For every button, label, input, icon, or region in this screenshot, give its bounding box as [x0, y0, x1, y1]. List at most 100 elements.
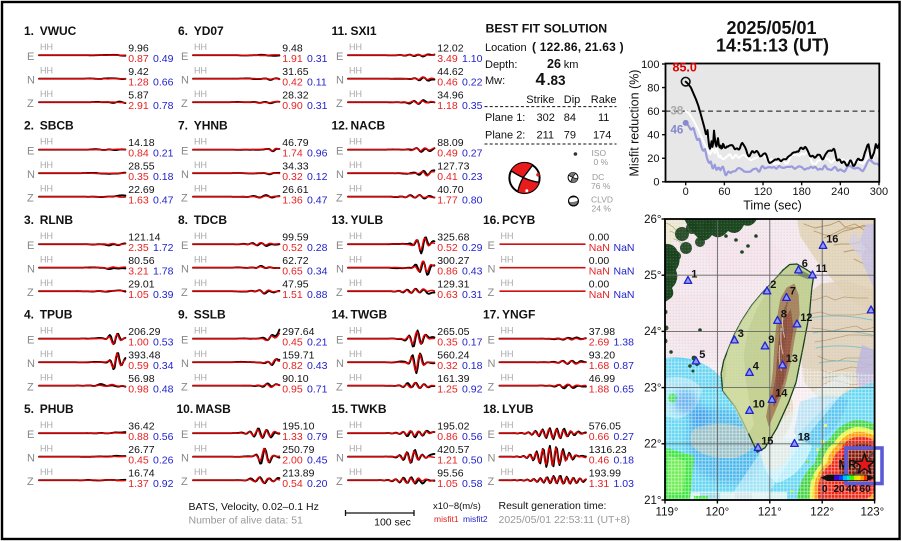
svg-text:12.: 12. — [332, 119, 349, 133]
svg-text:90.10: 90.10 — [282, 373, 308, 385]
svg-text:HH: HH — [194, 444, 207, 454]
svg-text:420.57: 420.57 — [437, 444, 469, 456]
svg-text:SXI1: SXI1 — [351, 24, 377, 38]
svg-text:RLNB: RLNB — [40, 213, 74, 227]
svg-text:0.21: 0.21 — [153, 147, 174, 159]
svg-text:16: 16 — [826, 234, 838, 246]
svg-text:Z: Z — [336, 382, 343, 394]
svg-text:24 %: 24 % — [592, 204, 612, 214]
svg-text:Z: Z — [27, 382, 34, 394]
svg-text:3.: 3. — [24, 213, 34, 227]
svg-text:0.00: 0.00 — [589, 279, 610, 291]
svg-text:0: 0 — [822, 484, 828, 495]
svg-text:TDCB: TDCB — [194, 213, 228, 227]
svg-text:60: 60 — [718, 186, 730, 198]
svg-text:HH: HH — [501, 255, 514, 265]
svg-text:5: 5 — [699, 349, 705, 361]
svg-text:85.0: 85.0 — [673, 61, 697, 75]
svg-text:0.39: 0.39 — [153, 289, 174, 301]
svg-text:0.56: 0.56 — [153, 431, 174, 443]
svg-text:0.18: 0.18 — [153, 171, 174, 183]
svg-text:2: 2 — [770, 279, 776, 291]
svg-text:TWKB: TWKB — [351, 402, 387, 416]
svg-text:HH: HH — [40, 42, 53, 52]
svg-text:0.50: 0.50 — [462, 454, 483, 466]
svg-text:HH: HH — [349, 278, 362, 288]
svg-text:HH: HH — [501, 467, 514, 477]
svg-text:0.27: 0.27 — [614, 431, 635, 443]
svg-text:HH: HH — [501, 349, 514, 359]
svg-text:LYUB: LYUB — [502, 402, 534, 416]
svg-text:23°: 23° — [644, 382, 661, 394]
svg-text:22.69: 22.69 — [128, 184, 154, 196]
svg-text:0.92: 0.92 — [153, 478, 174, 490]
svg-text:123°: 123° — [861, 507, 885, 519]
svg-text:0.95: 0.95 — [282, 383, 303, 395]
svg-text:37.98: 37.98 — [589, 326, 615, 338]
svg-text:HH: HH — [40, 137, 53, 147]
svg-text:E: E — [336, 240, 343, 252]
svg-text:2025/05/01 22:53:11 (UT+8): 2025/05/01 22:53:11 (UT+8) — [499, 514, 630, 526]
svg-text:TWGB: TWGB — [351, 308, 388, 322]
svg-text:HH: HH — [40, 326, 53, 336]
svg-text:26: 26 — [547, 57, 561, 71]
svg-text:120: 120 — [754, 186, 772, 198]
svg-text:95.56: 95.56 — [437, 468, 463, 480]
svg-text:0.34: 0.34 — [307, 265, 328, 277]
svg-text:HH: HH — [349, 255, 362, 265]
svg-text:11: 11 — [598, 112, 609, 124]
svg-text:0.45: 0.45 — [307, 454, 328, 466]
svg-text:E: E — [336, 51, 343, 63]
svg-text:1.10: 1.10 — [462, 53, 483, 65]
svg-text:HH: HH — [501, 326, 514, 336]
svg-text:.83: .83 — [547, 73, 566, 88]
svg-text:0.23: 0.23 — [462, 171, 483, 183]
svg-text:0.87: 0.87 — [614, 360, 635, 372]
svg-text:44.62: 44.62 — [437, 66, 463, 78]
svg-text:12.02: 12.02 — [437, 43, 463, 55]
svg-text:2.69: 2.69 — [589, 336, 610, 348]
svg-text:28.32: 28.32 — [282, 90, 308, 102]
svg-text:265.05: 265.05 — [437, 326, 469, 338]
svg-text:HH: HH — [40, 373, 53, 383]
svg-text:4.: 4. — [24, 308, 34, 322]
svg-text:Z: Z — [336, 476, 343, 488]
svg-text:HH: HH — [501, 420, 514, 430]
svg-text:40.70: 40.70 — [437, 184, 463, 196]
svg-text:76 %: 76 % — [591, 181, 611, 191]
svg-text:0.54: 0.54 — [282, 478, 303, 490]
svg-text:HH: HH — [194, 326, 207, 336]
svg-text:16.74: 16.74 — [128, 468, 154, 480]
svg-text:Z: Z — [27, 193, 34, 205]
svg-text:40: 40 — [647, 129, 659, 141]
svg-text:E: E — [488, 335, 495, 347]
svg-text:211: 211 — [537, 130, 555, 142]
svg-text:325.68: 325.68 — [437, 232, 469, 244]
svg-text:HH: HH — [40, 184, 53, 194]
svg-text:E: E — [336, 429, 343, 441]
svg-text:1.51: 1.51 — [282, 289, 303, 301]
svg-text:16.: 16. — [483, 213, 500, 227]
svg-text:0.43: 0.43 — [462, 265, 483, 277]
svg-text:0.59: 0.59 — [128, 360, 149, 372]
svg-text:HH: HH — [349, 66, 362, 76]
svg-text:Misfit reduction (%): Misfit reduction (%) — [628, 70, 642, 177]
svg-text:88.09: 88.09 — [437, 137, 463, 149]
svg-text:E: E — [181, 240, 188, 252]
svg-text:BEST FIT SOLUTION: BEST FIT SOLUTION — [486, 22, 608, 36]
svg-text:6.: 6. — [178, 24, 188, 38]
svg-text:Plane 2:: Plane 2: — [485, 130, 525, 142]
svg-text:HH: HH — [194, 467, 207, 477]
svg-text:0.53: 0.53 — [153, 336, 174, 348]
svg-text:26°: 26° — [644, 214, 661, 226]
svg-text:159.71: 159.71 — [282, 350, 314, 362]
svg-text:0.46: 0.46 — [437, 76, 458, 88]
svg-text:NaN: NaN — [589, 242, 610, 254]
svg-text:HH: HH — [194, 349, 207, 359]
svg-text:HH: HH — [194, 255, 207, 265]
svg-text:Plane 1:: Plane 1: — [485, 112, 525, 124]
svg-text:Z: Z — [181, 382, 188, 394]
svg-text:HH: HH — [501, 373, 514, 383]
svg-text:Z: Z — [488, 382, 495, 394]
svg-text:misfit2: misfit2 — [463, 514, 488, 524]
